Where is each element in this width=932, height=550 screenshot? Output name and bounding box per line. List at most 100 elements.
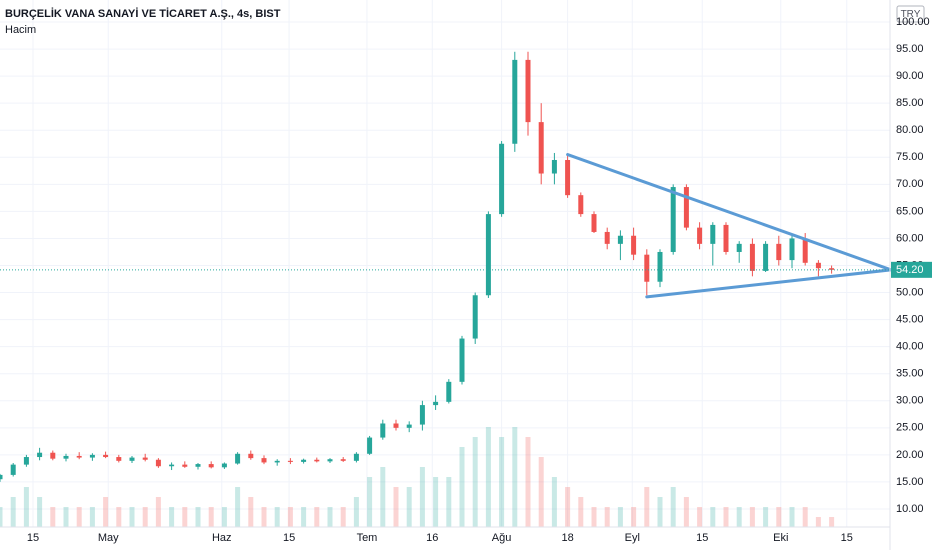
volume-bar	[723, 507, 729, 527]
volume-bar	[142, 507, 148, 527]
y-tick-label: 50.00	[896, 286, 924, 298]
candle-body	[129, 457, 135, 461]
candle-body	[235, 453, 241, 464]
candle-body	[776, 243, 782, 261]
currency[interactable]: TRY	[901, 9, 921, 20]
candle-body	[749, 243, 755, 271]
candle-body	[591, 214, 597, 232]
candle-body	[63, 455, 69, 459]
candle-body	[23, 457, 29, 465]
y-tick-label: 100.00	[896, 16, 930, 28]
x-tick-label: 15	[27, 532, 39, 544]
y-tick-label: 85.00	[896, 97, 924, 109]
volume-bar	[89, 507, 95, 527]
candle-body	[499, 143, 505, 215]
volume-bar	[301, 507, 307, 527]
volume-bar	[657, 497, 663, 527]
volume-bar	[485, 427, 491, 527]
y-tick-label: 15.00	[896, 476, 924, 488]
x-tick-label: 15	[841, 532, 853, 544]
candle-body	[723, 224, 729, 252]
x-tick-label: Tem	[357, 532, 378, 544]
volume-bar	[221, 507, 227, 527]
volume-bar	[406, 487, 412, 527]
volume-bar	[63, 507, 69, 527]
candle-body	[736, 243, 742, 252]
candle-body	[10, 464, 16, 475]
volume-bar	[565, 487, 571, 527]
volume-bar	[274, 507, 280, 527]
volume-bar	[644, 487, 650, 527]
volume-bar	[103, 497, 109, 527]
candle-body	[419, 405, 425, 425]
volume-bar	[512, 427, 518, 527]
x-tick-label: Eki	[773, 532, 788, 544]
candle-body	[340, 459, 346, 461]
candle-body	[353, 453, 359, 461]
volume-bar	[459, 447, 465, 527]
candle-body	[50, 452, 56, 459]
volume-bar	[50, 507, 56, 527]
volume-bar	[340, 507, 346, 527]
candle-body	[815, 262, 821, 269]
y-tick-label: 10.00	[896, 503, 924, 515]
y-tick-label: 90.00	[896, 70, 924, 82]
candle-body	[512, 59, 518, 144]
candle-body	[578, 195, 584, 215]
candle-body	[248, 453, 254, 459]
y-tick-label: 45.00	[896, 314, 924, 326]
candle-body	[472, 295, 478, 339]
candle-body	[565, 159, 571, 196]
volume-bar	[182, 507, 188, 527]
trend-line	[645, 268, 893, 299]
candle-body	[37, 452, 43, 458]
x-tick-label: Haz	[212, 532, 232, 544]
y-tick-label: 60.00	[896, 232, 924, 244]
candle-body	[182, 464, 188, 467]
volume-label: Hacim	[5, 24, 36, 36]
volume-bar	[763, 507, 769, 527]
candle-body	[525, 59, 531, 123]
volume-bar	[195, 507, 201, 527]
volume-bar	[23, 487, 29, 527]
volume-bar	[683, 497, 689, 527]
x-tick-label: 16	[426, 532, 438, 544]
candle-body	[459, 338, 465, 382]
volume-bar	[472, 437, 478, 527]
candle-body	[551, 159, 557, 174]
candle-body	[631, 235, 637, 255]
axes: 10.00 15.00 20.00 25.00 30.00 35.00 40.00 45.00…	[27, 16, 932, 544]
volume-bar	[208, 507, 214, 527]
last-price-label: 54.20	[896, 264, 924, 276]
volume-bar	[169, 507, 175, 527]
volume-bar	[736, 507, 742, 527]
x-tick-label: Eyl	[625, 532, 640, 544]
volume-bar	[0, 507, 3, 527]
volume-bar	[116, 507, 122, 527]
candle-body	[644, 254, 650, 282]
last-price-tag	[891, 261, 932, 278]
volume-bar	[446, 477, 452, 527]
x-tick-label: 15	[696, 532, 708, 544]
volume-bar	[776, 507, 782, 527]
currency-box[interactable]	[896, 5, 925, 23]
candle-body	[380, 423, 386, 438]
y-tick-label: 95.00	[896, 43, 924, 55]
volume-bar	[248, 497, 254, 527]
y-tick-label: 35.00	[896, 368, 924, 380]
volume-bar	[631, 507, 637, 527]
candle-body	[367, 437, 373, 454]
y-tick-label: 40.00	[896, 341, 924, 353]
y-tick-label: 65.00	[896, 205, 924, 217]
y-tick-label: 80.00	[896, 124, 924, 136]
volume-bar	[419, 467, 425, 527]
volume-bar	[578, 497, 584, 527]
candle-body	[829, 268, 835, 270]
y-tick-label: 70.00	[896, 178, 924, 190]
candle-body	[103, 454, 109, 458]
y-tick-label: 75.00	[896, 151, 924, 163]
candle-body	[802, 238, 808, 263]
candle-body	[617, 235, 623, 244]
